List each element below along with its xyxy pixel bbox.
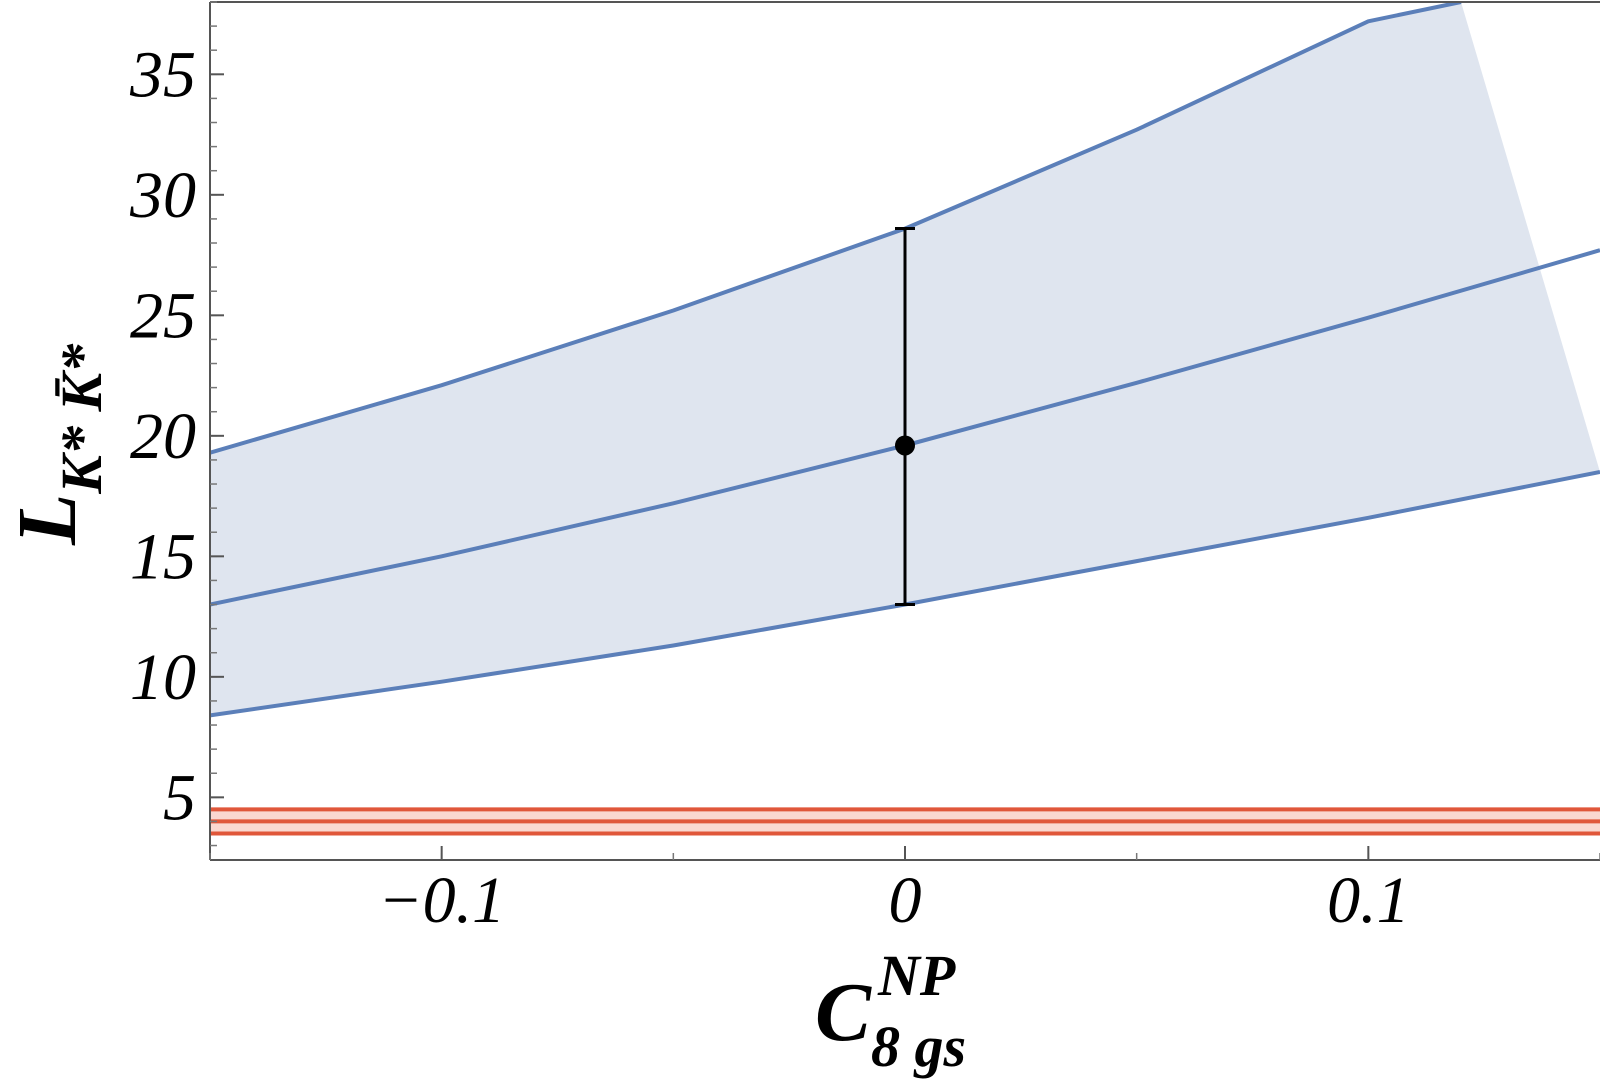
x-tick-label--0.1: −0.1 bbox=[378, 864, 505, 937]
x-axis-title-sub: 8 gs bbox=[871, 1014, 966, 1079]
y-axis-title-main: L bbox=[1, 494, 94, 546]
y-tick-label-10: 10 bbox=[130, 641, 196, 714]
x-axis-title: C8 gs bbox=[815, 966, 966, 1079]
y-tick-label-30: 30 bbox=[129, 159, 196, 232]
y-tick-label-15: 15 bbox=[130, 520, 196, 593]
y-tick-label-35: 35 bbox=[129, 38, 196, 111]
x-tick-label-0.1: 0.1 bbox=[1327, 864, 1410, 937]
error-bar-layer bbox=[895, 227, 915, 607]
x-axis-title-sup: NP bbox=[877, 943, 956, 1008]
x-axis-title-main: C bbox=[815, 966, 872, 1059]
ticks-layer: 5 10 15 20 25 30 35 −0.1 0 0.1 bbox=[129, 1, 1600, 937]
y-tick-label-5: 5 bbox=[163, 761, 196, 834]
y-tick-label-20: 20 bbox=[130, 400, 196, 473]
y-axis-title-sub: K* K̄* bbox=[49, 343, 114, 495]
data-point bbox=[895, 435, 915, 456]
x-tick-label-0: 0 bbox=[889, 864, 922, 937]
y-tick-label-25: 25 bbox=[130, 279, 196, 352]
y-axis-title: LK* K̄* bbox=[1, 343, 114, 546]
